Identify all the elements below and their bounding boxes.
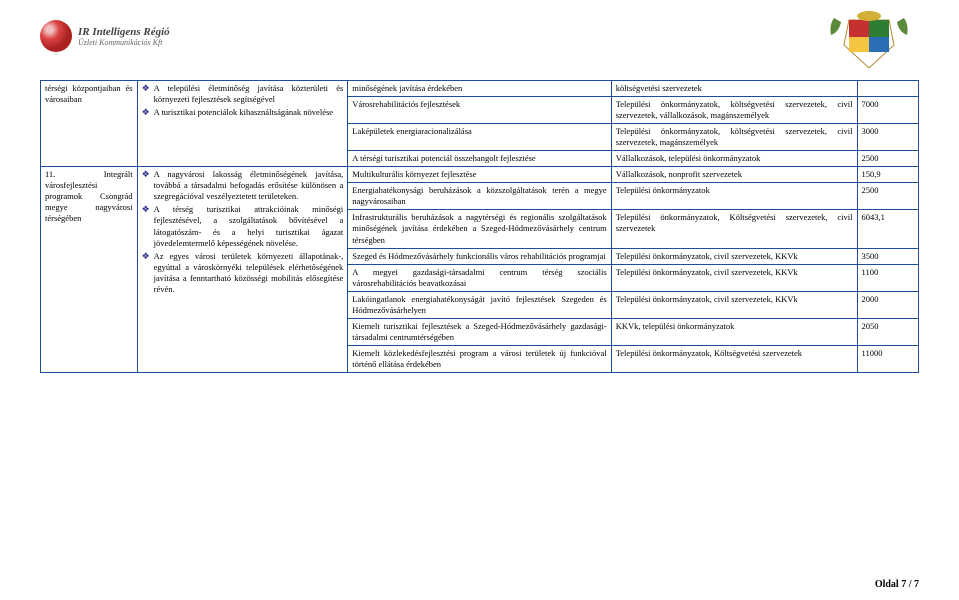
- cell-b2: ❖ A nagyvárosi lakosság életminőségének …: [137, 167, 348, 373]
- b2-bullet: ❖ Az egyes városi területek környezeti á…: [142, 251, 344, 295]
- cell-c: minőségének javítása érdekében: [348, 81, 611, 97]
- cell-d: Települési önkormányzatok, civil szervez…: [611, 248, 857, 264]
- bullet-icon: ❖: [142, 83, 150, 105]
- b2-bullet-text: Az egyes városi területek környezeti áll…: [154, 251, 344, 295]
- globe-icon: [40, 20, 72, 52]
- bullet-icon: ❖: [142, 169, 150, 202]
- cell-d: Vállalkozások, nonprofit szervezetek: [611, 167, 857, 183]
- cell-d: Települési önkormányzatok, költségvetési…: [611, 124, 857, 151]
- cell-d: Vállalkozások, települési önkormányzatok: [611, 151, 857, 167]
- page-header: IR Intelligens Régió Üzleti Kommunikáció…: [40, 10, 919, 70]
- cell-c: Lakóingatlanok energiahatékonyságát javí…: [348, 291, 611, 318]
- bullet-icon: ❖: [142, 204, 150, 248]
- cell-c: Infrastrukturális beruházások a nagytérs…: [348, 210, 611, 248]
- cell-a1: térségi központjaiban és városaiban: [41, 81, 138, 167]
- b1-bullet: ❖ A települési életminőség javítása közt…: [142, 83, 344, 105]
- b1-bullet-text: A települési életminőség javítása közter…: [154, 83, 344, 105]
- cell-c: Laképületek energiaracionalizálása: [348, 124, 611, 151]
- cell-c: Kiemelt turisztikai fejlesztések a Szege…: [348, 318, 611, 345]
- cell-d: KKVk, települési önkormányzatok: [611, 318, 857, 345]
- cell-b1: ❖ A települési életminőség javítása közt…: [137, 81, 348, 167]
- b2-bullet-text: A térség turisztikai attrakcióinak minős…: [154, 204, 344, 248]
- main-table: térségi központjaiban és városaiban ❖ A …: [40, 80, 919, 373]
- b2-bullet-text: A nagyvárosi lakosság életminőségének ja…: [154, 169, 344, 202]
- cell-e: 3000: [857, 124, 918, 151]
- crest-icon: [819, 10, 919, 70]
- cell-d: Települési önkormányzatok, Költségvetési…: [611, 345, 857, 372]
- cell-e: 3500: [857, 248, 918, 264]
- b1-bullet: ❖ A turisztikai potenciálok kihasználtsá…: [142, 107, 344, 119]
- cell-c: Kiemelt közlekedésfejlesztési program a …: [348, 345, 611, 372]
- cell-a2: 11. Integrált városfejlesztési programok…: [41, 167, 138, 373]
- cell-e: 2500: [857, 151, 918, 167]
- cell-e: 2500: [857, 183, 918, 210]
- cell-e: 2050: [857, 318, 918, 345]
- cell-e: 2000: [857, 291, 918, 318]
- logo-text: IR Intelligens Régió Üzleti Kommunikáció…: [78, 26, 170, 47]
- table-row: 11. Integrált városfejlesztési programok…: [41, 167, 919, 183]
- bullet-icon: ❖: [142, 251, 150, 295]
- cell-e: 11000: [857, 345, 918, 372]
- cell-d: Települési önkormányzatok, költségvetési…: [611, 97, 857, 124]
- logo-line1: IR Intelligens Régió: [78, 26, 170, 38]
- cell-c: Szeged és Hódmezővásárhely funkcionális …: [348, 248, 611, 264]
- b1-bullet-text: A turisztikai potenciálok kihasználtságá…: [154, 107, 333, 119]
- bullet-icon: ❖: [142, 107, 150, 119]
- cell-d: Települési önkormányzatok, civil szervez…: [611, 264, 857, 291]
- cell-d: Települési önkormányzatok, civil szervez…: [611, 291, 857, 318]
- cell-c: Energiahatékonysági beruházások a közszo…: [348, 183, 611, 210]
- cell-d: Települési önkormányzatok, Költségvetési…: [611, 210, 857, 248]
- cell-c: A megyei gazdasági-társadalmi centrum té…: [348, 264, 611, 291]
- cell-c: Városrehabilitációs fejlesztések: [348, 97, 611, 124]
- main-table-wrap: térségi központjaiban és városaiban ❖ A …: [40, 80, 919, 373]
- logo-line2: Üzleti Kommunikációs Kft: [78, 38, 170, 47]
- page-footer: Oldal 7 / 7: [875, 579, 919, 590]
- logo-left: IR Intelligens Régió Üzleti Kommunikáció…: [40, 20, 170, 52]
- cell-e: 7000: [857, 97, 918, 124]
- cell-d: Települési önkormányzatok: [611, 183, 857, 210]
- b2-bullet: ❖ A nagyvárosi lakosság életminőségének …: [142, 169, 344, 202]
- cell-c: A térségi turisztikai potenciál összehan…: [348, 151, 611, 167]
- b2-bullet: ❖ A térség turisztikai attrakcióinak min…: [142, 204, 344, 248]
- cell-c: Multikulturális környezet fejlesztése: [348, 167, 611, 183]
- cell-e: [857, 81, 918, 97]
- cell-e: 6043,1: [857, 210, 918, 248]
- cell-d: költségvetési szervezetek: [611, 81, 857, 97]
- table-row: térségi központjaiban és városaiban ❖ A …: [41, 81, 919, 97]
- cell-e: 1100: [857, 264, 918, 291]
- cell-e: 150,9: [857, 167, 918, 183]
